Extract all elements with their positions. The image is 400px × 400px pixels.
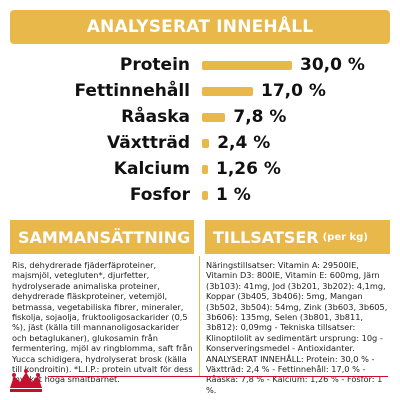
nutrient-row: Protein 30,0 %: [0, 52, 400, 78]
nutrient-label: Råaska: [121, 107, 190, 127]
additives-text: Näringstillsatser: Vitamin A: 29500IE, V…: [206, 260, 388, 395]
nutrient-row: Fosfor 1 %: [0, 182, 400, 208]
nutrient-row: Fettinnehåll 17,0 %: [0, 78, 400, 104]
nutrient-bar: [202, 113, 226, 122]
nutrient-label: Fosfor: [129, 185, 190, 205]
nutrient-label: Fettinnehåll: [74, 81, 191, 101]
nutrient-bar: [202, 139, 210, 148]
composition-text: Ris, dehydrerade fjäderfäproteiner, majs…: [12, 260, 193, 385]
nutrient-row: Växtträd 2,4 %: [0, 130, 400, 156]
nutrient-bar: [202, 87, 253, 96]
nutrient-label: Protein: [119, 55, 190, 75]
additives-banner: TILLSATSER (per kg): [205, 220, 390, 254]
nutrient-label: Växtträd: [107, 133, 190, 153]
nutrient-label: Kalcium: [113, 159, 190, 179]
nutrient-bar: [202, 165, 208, 174]
composition-title: SAMMANSÄTTNING: [18, 227, 191, 247]
nutrient-bar: [202, 191, 208, 200]
brand-accent-line: [48, 376, 388, 377]
royal-canin-crown-logo: [10, 369, 42, 392]
additives-title: TILLSATSER: [213, 227, 319, 247]
additives-title-suffix: (per kg): [322, 231, 368, 243]
composition-banner: SAMMANSÄTTNING: [10, 220, 194, 254]
nutrient-value: 1,26 %: [216, 159, 281, 179]
nutrient-value: 2,4 %: [217, 133, 271, 153]
nutrient-value: 17,0 %: [261, 81, 326, 101]
nutrient-bar: [202, 61, 292, 70]
nutrient-value: 30,0 %: [300, 55, 365, 75]
nutrient-row: Kalcium 1,26 %: [0, 156, 400, 182]
nutrient-value: 1 %: [216, 185, 251, 205]
nutrient-value: 7,8 %: [233, 107, 287, 127]
analysed-content-banner: ANALYSERAT INNEHÅLL: [10, 10, 390, 44]
nutrient-row: Råaska 7,8 %: [0, 104, 400, 130]
analysed-content-title: ANALYSERAT INNEHÅLL: [86, 17, 314, 37]
column-divider: [199, 256, 200, 376]
